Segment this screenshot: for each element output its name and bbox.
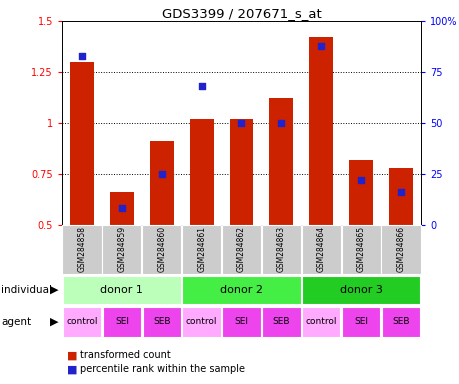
- Bar: [182, 306, 220, 337]
- Point: [357, 177, 364, 183]
- Text: SEB: SEB: [392, 317, 409, 326]
- Point: [118, 205, 125, 212]
- Point: [78, 53, 85, 59]
- Bar: [388, 168, 412, 225]
- Bar: [102, 306, 141, 337]
- Text: ▶: ▶: [50, 285, 58, 295]
- Text: GSM284864: GSM284864: [316, 226, 325, 272]
- Bar: [63, 276, 180, 304]
- Text: donor 2: donor 2: [219, 285, 263, 295]
- Bar: [189, 119, 213, 225]
- Title: GDS3399 / 207671_s_at: GDS3399 / 207671_s_at: [161, 7, 321, 20]
- Text: GSM284863: GSM284863: [276, 226, 285, 272]
- Text: SEI: SEI: [234, 317, 248, 326]
- Text: transformed count: transformed count: [79, 350, 170, 360]
- Point: [158, 171, 165, 177]
- Text: GSM284858: GSM284858: [78, 226, 86, 272]
- Point: [397, 189, 404, 195]
- Text: ▶: ▶: [50, 316, 58, 327]
- Bar: [142, 225, 181, 274]
- Bar: [261, 225, 300, 274]
- Bar: [62, 225, 101, 274]
- Text: GSM284866: GSM284866: [396, 226, 404, 272]
- Text: control: control: [305, 317, 336, 326]
- Bar: [302, 306, 340, 337]
- Bar: [381, 225, 420, 274]
- Bar: [308, 37, 332, 225]
- Bar: [150, 141, 174, 225]
- Bar: [262, 306, 300, 337]
- Bar: [381, 306, 419, 337]
- Point: [197, 83, 205, 89]
- Bar: [348, 159, 372, 225]
- Text: ■: ■: [67, 350, 77, 360]
- Point: [277, 120, 285, 126]
- Text: ■: ■: [67, 364, 77, 374]
- Bar: [70, 62, 94, 225]
- Text: GSM284859: GSM284859: [117, 226, 126, 272]
- Text: GSM284862: GSM284862: [236, 226, 246, 272]
- Text: GSM284865: GSM284865: [356, 226, 365, 272]
- Bar: [221, 225, 261, 274]
- Text: SEB: SEB: [272, 317, 290, 326]
- Bar: [182, 225, 221, 274]
- Bar: [63, 306, 101, 337]
- Bar: [110, 192, 134, 225]
- Text: GSM284860: GSM284860: [157, 226, 166, 272]
- Text: individual: individual: [1, 285, 52, 295]
- Text: SEI: SEI: [353, 317, 367, 326]
- Bar: [302, 276, 419, 304]
- Bar: [301, 225, 340, 274]
- Bar: [182, 276, 300, 304]
- Bar: [269, 98, 293, 225]
- Text: control: control: [185, 317, 217, 326]
- Text: SEB: SEB: [153, 317, 170, 326]
- Text: control: control: [66, 317, 98, 326]
- Bar: [341, 225, 380, 274]
- Bar: [229, 119, 253, 225]
- Point: [317, 43, 324, 49]
- Text: agent: agent: [1, 316, 31, 327]
- Text: GSM284861: GSM284861: [197, 226, 206, 272]
- Bar: [142, 306, 180, 337]
- Text: donor 1: donor 1: [100, 285, 143, 295]
- Bar: [341, 306, 380, 337]
- Text: SEI: SEI: [115, 317, 129, 326]
- Point: [237, 120, 245, 126]
- Bar: [222, 306, 260, 337]
- Bar: [102, 225, 141, 274]
- Text: percentile rank within the sample: percentile rank within the sample: [79, 364, 244, 374]
- Text: donor 3: donor 3: [339, 285, 382, 295]
